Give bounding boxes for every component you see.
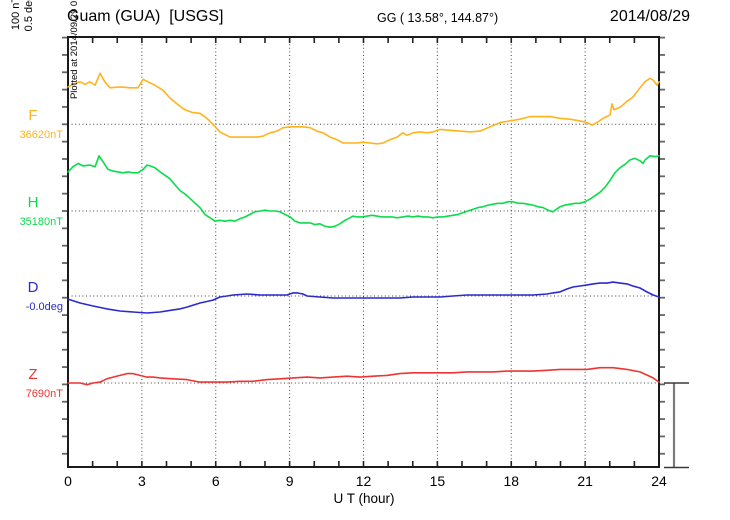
- x-tick-label: 3: [138, 473, 146, 489]
- channel-label-f: F: [28, 107, 38, 124]
- plot-frame: [67, 36, 660, 468]
- scale-bar-nt: 100 nT: [10, 0, 22, 31]
- channel-baseline-d: -0.0deg: [25, 301, 63, 313]
- channel-baseline-f: 36620nT: [19, 129, 63, 141]
- x-tick-label: 6: [212, 473, 220, 489]
- channel-baseline-h: 35180nT: [19, 216, 63, 228]
- plotted-at-note: Plotted at 2014/09/29 01:50 UT: [69, 0, 80, 100]
- axis-ticks: [62, 36, 665, 467]
- grid-lines: [68, 37, 659, 467]
- plot-date: 2014/08/29: [609, 8, 690, 25]
- curve-Z: [67, 366, 660, 386]
- curve-H: [67, 155, 660, 228]
- x-tick-label: 24: [651, 473, 667, 489]
- observatory-coordinates: GG ( 13.58°, 144.87°): [377, 11, 499, 25]
- x-tick-labels: 0 3 6 9 12 15 18 21 24: [64, 473, 667, 489]
- channel-baseline-z: 7690nT: [25, 388, 63, 400]
- curve-D: [67, 281, 660, 314]
- scale-bar: [664, 382, 689, 469]
- x-tick-label: 18: [503, 473, 519, 489]
- x-tick-label: 0: [64, 473, 72, 489]
- channel-label-d: D: [27, 279, 39, 296]
- station-title: Guam (GUA) [USGS]: [67, 8, 224, 25]
- x-axis-title: U T (hour): [333, 491, 395, 506]
- scale-bar-label: 100 nT 0.5 deg: [10, 0, 36, 36]
- curve-F: [67, 72, 660, 145]
- x-tick-label: 21: [577, 473, 593, 489]
- x-tick-label: 9: [286, 473, 294, 489]
- scale-bar-deg: 0.5 deg: [23, 0, 35, 32]
- x-tick-label: 15: [430, 473, 446, 489]
- x-tick-label: 12: [356, 473, 372, 489]
- channel-label-z: Z: [28, 366, 38, 383]
- channel-label-h: H: [27, 194, 39, 211]
